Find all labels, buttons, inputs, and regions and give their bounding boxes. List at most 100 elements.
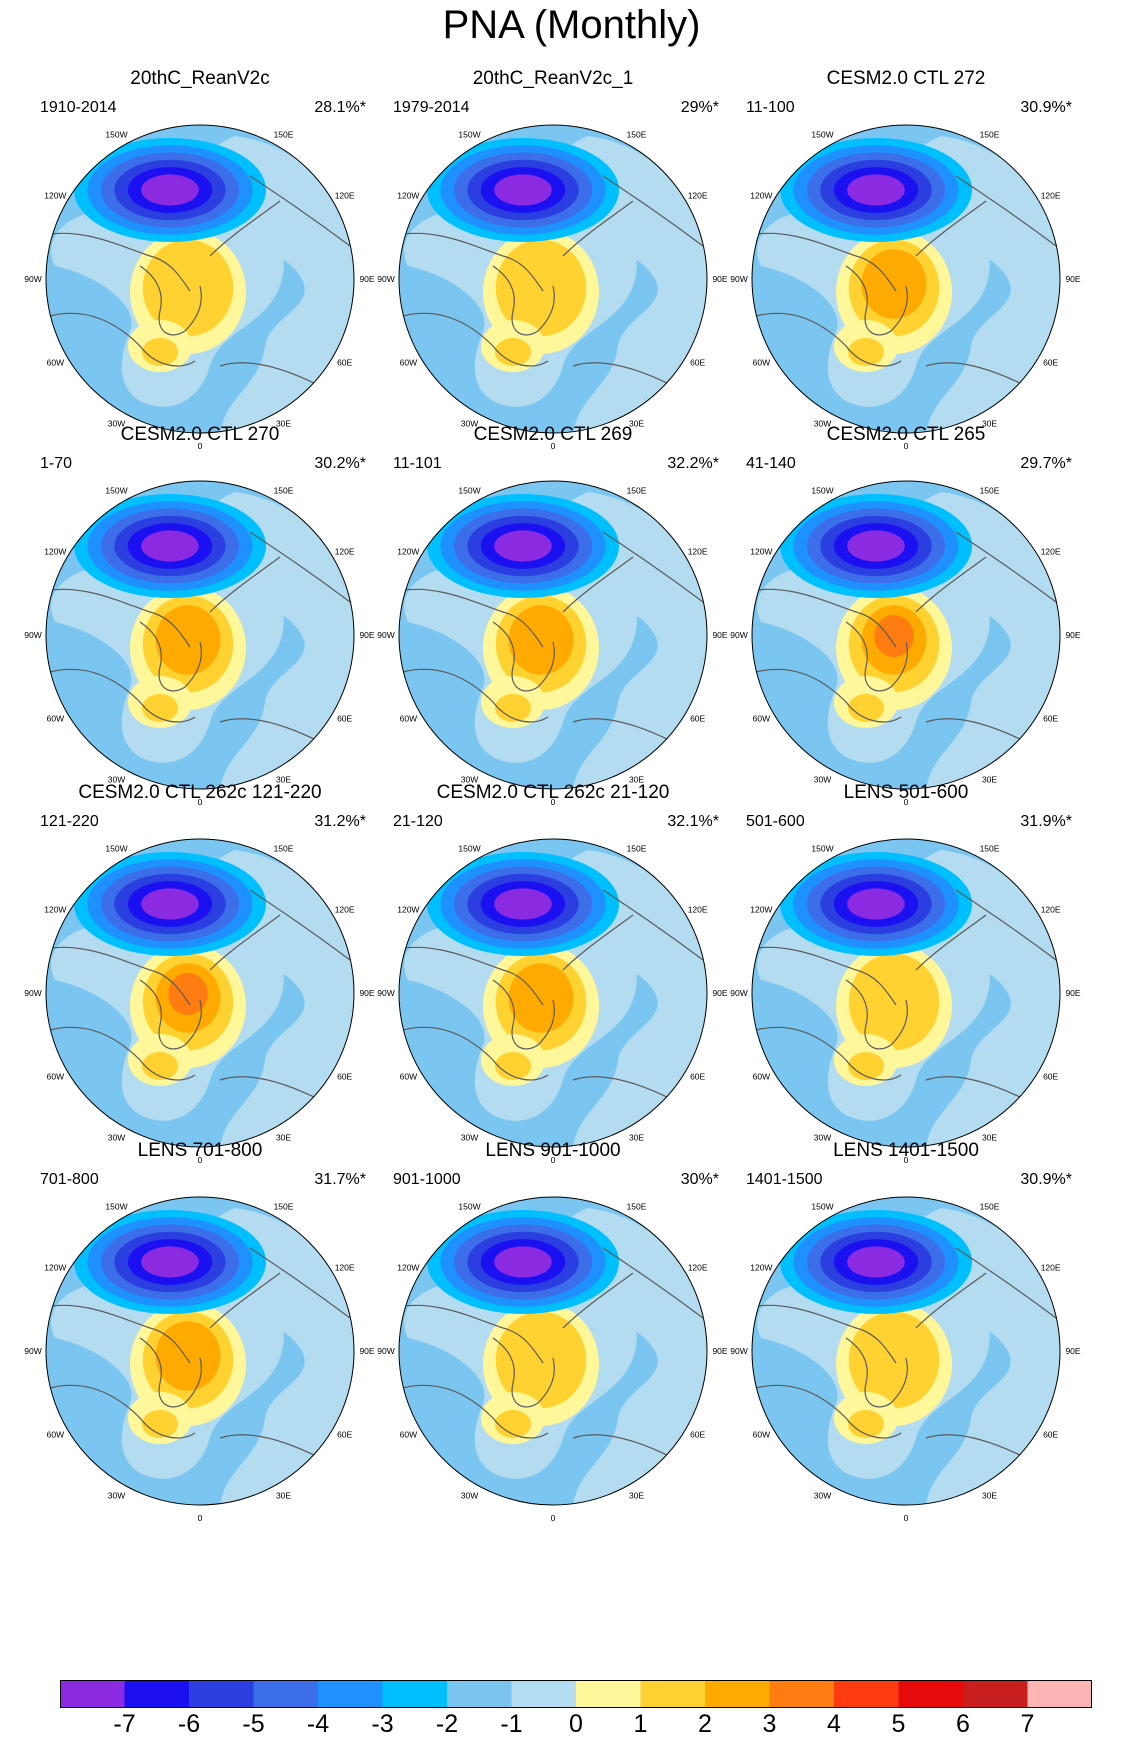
longitude-label: 180 <box>899 116 913 117</box>
panel-title: 20thC_ReanV2c_1 <box>472 68 634 89</box>
longitude-label: 150E <box>980 129 1000 139</box>
longitude-label: 120E <box>688 1263 708 1273</box>
longitude-label: 120W <box>750 1263 772 1273</box>
map-panel: 20thC_ReanV2c 1910-2014 28.1%* 180 150E 120E 9… <box>20 68 390 468</box>
panel-variance: 32.2%* <box>667 455 719 472</box>
colorbar-swatch <box>60 1680 125 1708</box>
longitude-label: 150W <box>458 129 480 139</box>
longitude-label: 120W <box>397 905 419 915</box>
panel-variance: 30.9%* <box>1020 1171 1072 1188</box>
longitude-label: 120W <box>750 905 772 915</box>
longitude-label: 60E <box>337 1072 352 1082</box>
longitude-label: 60E <box>337 1430 352 1440</box>
colorbar-swatch <box>769 1680 835 1708</box>
longitude-label: 150W <box>811 129 833 139</box>
longitude-label: 90E <box>712 630 727 640</box>
colorbar-swatch <box>834 1680 899 1708</box>
field-negative-contour <box>847 174 905 206</box>
longitude-label: 150W <box>458 843 480 853</box>
longitude-label: 30E <box>276 775 291 785</box>
panel-period: 1910-2014 <box>40 99 117 116</box>
longitude-label: 30W <box>461 1491 478 1501</box>
longitude-label: 0 <box>904 441 909 451</box>
longitude-label: 90W <box>730 1346 747 1356</box>
longitude-label: 90W <box>377 1346 394 1356</box>
field-positive-contour <box>508 963 574 1033</box>
longitude-label: 90W <box>24 630 41 640</box>
longitude-label: 90W <box>730 630 747 640</box>
longitude-label: 60W <box>753 358 770 368</box>
field-positive-contour <box>848 1410 884 1438</box>
panel-title: LENS 701-800 <box>137 1140 263 1161</box>
panel-variance: 29.7%* <box>1020 455 1072 472</box>
longitude-label: 90W <box>24 274 41 284</box>
longitude-label: 150E <box>627 129 647 139</box>
panel-variance: 28.1%* <box>314 99 366 116</box>
field-negative-contour <box>141 174 199 206</box>
field-positive-contour <box>142 694 178 722</box>
longitude-label: 30W <box>814 1133 831 1143</box>
colorbar-tick-label: -6 <box>177 1710 201 1738</box>
map-panel: LENS 501-600 501-600 31.9%* 180 150E 120E 90E 6… <box>726 782 1096 1182</box>
longitude-label: 0 <box>198 797 203 807</box>
polar-map: 180 150E 120E 90E 60E 30E 0 30W 60W 90W 120W 150W <box>730 472 1081 807</box>
panel-variance: 30.9%* <box>1020 99 1072 116</box>
longitude-label: 120W <box>397 1263 419 1273</box>
field-negative-contour <box>141 888 199 920</box>
field-negative-contour <box>494 530 552 562</box>
colorbar-tick-label: 1 <box>633 1710 648 1738</box>
longitude-label: 0 <box>198 441 203 451</box>
longitude-label: 30E <box>982 775 997 785</box>
longitude-label: 180 <box>899 830 913 831</box>
panel-period: 121-220 <box>40 813 99 830</box>
longitude-label: 60W <box>400 1072 417 1082</box>
longitude-label: 0 <box>551 797 556 807</box>
longitude-label: 180 <box>899 472 913 473</box>
longitude-label: 90E <box>712 274 727 284</box>
polar-map: 180 150E 120E 90E 60E 30E 0 30W 60W 90W 120W 150W <box>24 116 375 451</box>
colorbar-swatch <box>447 1680 512 1708</box>
longitude-label: 60W <box>47 714 64 724</box>
panel-variance: 32.1%* <box>667 813 719 830</box>
longitude-label: 90E <box>1065 274 1080 284</box>
polar-map: 180 150E 120E 90E 60E 30E 0 30W 60W 90W 120W 150W <box>730 1188 1081 1523</box>
longitude-label: 120E <box>688 191 708 201</box>
panel-variance: 30%* <box>680 1171 719 1188</box>
longitude-label: 0 <box>551 1513 556 1523</box>
polar-map: 180 150E 120E 90E 60E 30E 0 30W 60W 90W 120W 150W <box>377 472 728 807</box>
colorbar <box>60 1680 1092 1708</box>
longitude-label: 150E <box>980 843 1000 853</box>
longitude-label: 90W <box>730 274 747 284</box>
longitude-label: 90E <box>1065 1346 1080 1356</box>
colorbar-swatch <box>253 1680 319 1708</box>
field-positive-contour <box>495 1052 531 1080</box>
longitude-label: 0 <box>198 1513 203 1523</box>
longitude-label: 30E <box>629 1133 644 1143</box>
longitude-label: 120E <box>1041 547 1061 557</box>
longitude-label: 0 <box>198 1155 203 1165</box>
map-boundary <box>45 838 355 1148</box>
longitude-label: 60E <box>1043 714 1058 724</box>
panel-period: 1979-2014 <box>393 99 470 116</box>
longitude-label: 120E <box>1041 191 1061 201</box>
map-panel: CESM2.0 CTL 262c 121-220121-22031.2%*180… <box>20 782 390 1182</box>
longitude-label: 60W <box>753 1430 770 1440</box>
longitude-label: 30E <box>982 1133 997 1143</box>
longitude-label: 30W <box>108 1491 125 1501</box>
colorbar-tick-label: 4 <box>827 1710 841 1738</box>
longitude-label: 150W <box>458 485 480 495</box>
field-negative-contour <box>494 888 552 920</box>
panel-period: 11-101 <box>393 455 442 472</box>
panel-period: 21-120 <box>393 813 443 830</box>
map-boundary <box>45 124 355 434</box>
colorbar-swatch <box>382 1680 448 1708</box>
panel-period: 501-600 <box>746 813 805 830</box>
panel-variance: 29%* <box>680 99 719 116</box>
polar-map: 180 150E 120E 90E 60E 30E 0 30W 60W 90W 120W 150W <box>377 830 728 1165</box>
panel-title: LENS 1401-1500 <box>833 1140 979 1161</box>
panel-variance: 31.2%* <box>314 813 366 830</box>
longitude-label: 60E <box>690 1430 705 1440</box>
longitude-label: 90W <box>730 988 747 998</box>
longitude-label: 180 <box>546 830 560 831</box>
longitude-label: 150W <box>811 843 833 853</box>
